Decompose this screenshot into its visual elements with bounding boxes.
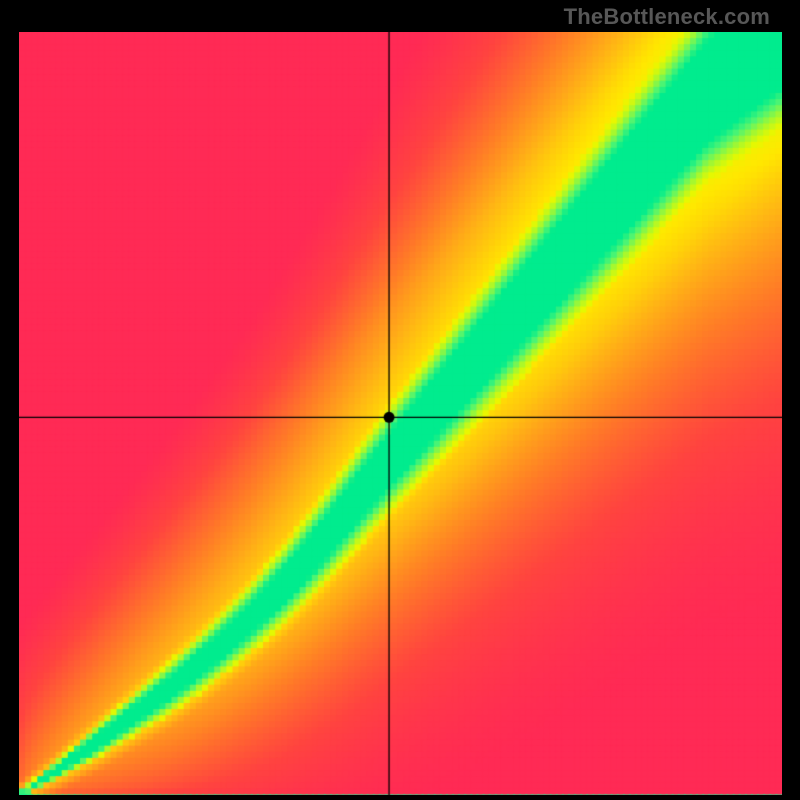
heatmap-canvas bbox=[19, 32, 782, 795]
watermark-text: TheBottleneck.com bbox=[564, 4, 770, 30]
chart-container: TheBottleneck.com bbox=[0, 0, 800, 800]
